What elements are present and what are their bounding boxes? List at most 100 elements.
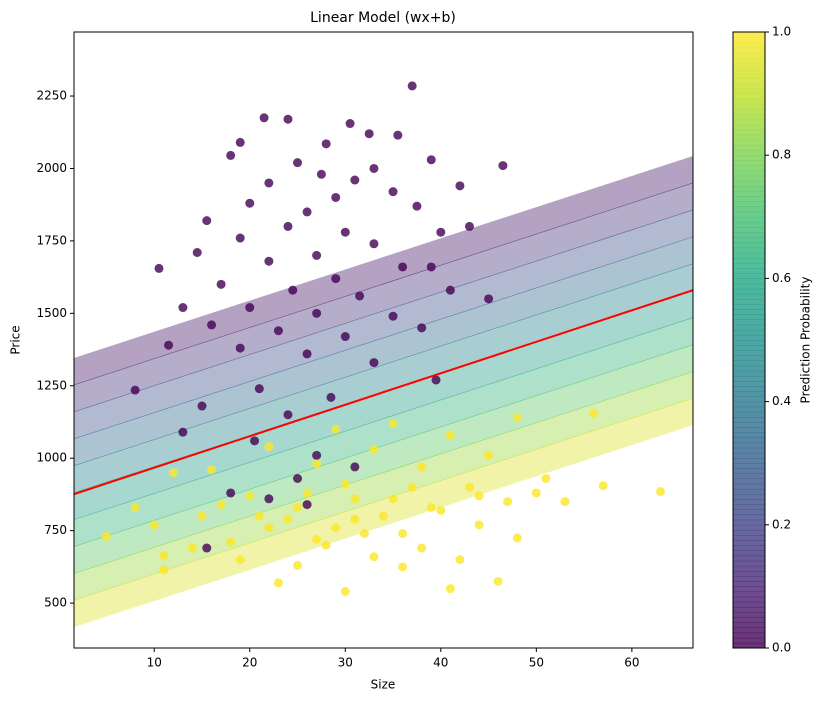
points-layer xyxy=(74,81,693,596)
colorbar-segment xyxy=(733,391,765,397)
colorbar-segment xyxy=(733,396,765,403)
data-point xyxy=(369,552,379,562)
colorbar-segment xyxy=(733,514,765,521)
data-point xyxy=(178,303,188,313)
colorbar-segment xyxy=(733,386,765,392)
data-point xyxy=(503,497,513,507)
colorbar-tick-label: 0.4 xyxy=(772,394,791,408)
data-point xyxy=(331,523,341,533)
colorbar-segment xyxy=(733,571,765,577)
data-point xyxy=(436,505,446,515)
colorbar-segment xyxy=(733,334,765,341)
data-point xyxy=(359,529,369,539)
data-point xyxy=(154,263,164,273)
colorbar-segment xyxy=(733,221,765,228)
colorbar-segment xyxy=(733,62,765,69)
x-tick-label: 10 xyxy=(147,656,162,670)
colorbar-segment xyxy=(733,576,765,582)
colorbar-segment xyxy=(733,555,765,562)
colorbar-segment xyxy=(733,478,765,485)
data-point xyxy=(245,303,255,313)
data-point xyxy=(293,502,303,512)
colorbar-segment xyxy=(733,447,765,454)
data-point xyxy=(512,533,522,543)
data-point xyxy=(369,445,379,455)
colorbar-segment xyxy=(733,596,765,603)
colorbar-segment xyxy=(733,581,765,587)
data-point xyxy=(464,221,474,231)
data-point xyxy=(412,201,422,211)
colorbar-segment xyxy=(733,247,765,254)
colorbar-segment xyxy=(733,509,765,516)
data-point xyxy=(656,487,666,497)
colorbar-segment xyxy=(733,540,765,546)
data-point xyxy=(264,256,274,266)
data-point xyxy=(350,494,360,504)
colorbar-label: Prediction Probability xyxy=(799,277,813,404)
colorbar-segment xyxy=(733,519,765,526)
data-point xyxy=(235,137,245,147)
data-point xyxy=(484,450,494,460)
data-point xyxy=(407,81,417,91)
data-point xyxy=(288,285,298,295)
data-point xyxy=(202,543,212,553)
data-point xyxy=(340,332,350,342)
colorbar-segment xyxy=(733,268,765,274)
data-point xyxy=(331,274,341,284)
data-point xyxy=(445,584,455,594)
data-point xyxy=(388,187,398,197)
colorbar-segment xyxy=(733,150,765,156)
data-point xyxy=(340,227,350,237)
colorbar-segment xyxy=(733,401,765,408)
data-point xyxy=(498,161,508,171)
colorbar-segment xyxy=(733,144,765,151)
data-point xyxy=(273,578,283,588)
y-axis-label: Price xyxy=(9,325,23,354)
colorbar-segment xyxy=(733,586,765,593)
colorbar-segment xyxy=(733,298,765,305)
data-point xyxy=(321,540,331,550)
colorbar-segment xyxy=(733,463,765,469)
colorbar-segment xyxy=(733,273,765,279)
colorbar-segment xyxy=(733,499,765,505)
data-point xyxy=(474,520,484,530)
data-point xyxy=(283,114,293,124)
colorbar-segment xyxy=(733,432,765,439)
data-point xyxy=(355,291,365,301)
data-point xyxy=(393,130,403,140)
colorbar-segment xyxy=(733,360,765,367)
colorbar-segment xyxy=(733,627,765,634)
data-point xyxy=(302,488,312,498)
contour-line xyxy=(74,263,693,467)
data-point xyxy=(254,384,264,394)
x-tick-label: 30 xyxy=(338,656,353,670)
data-point xyxy=(455,555,465,565)
colorbar-segment xyxy=(733,263,765,269)
colorbar-segment xyxy=(733,88,765,95)
colorbar-segment xyxy=(733,422,765,428)
data-point xyxy=(312,450,322,460)
data-point xyxy=(331,424,341,434)
colorbar-segment xyxy=(733,345,765,351)
colorbar-segment xyxy=(733,109,765,115)
contour-band xyxy=(74,263,693,493)
data-point xyxy=(207,320,217,330)
data-point xyxy=(312,250,322,260)
y-tick-label: 1000 xyxy=(36,451,67,465)
data-point xyxy=(312,534,322,544)
data-point xyxy=(369,163,379,173)
data-point xyxy=(235,343,245,353)
data-point xyxy=(350,514,360,524)
data-point xyxy=(417,462,427,472)
y-tick-label: 1250 xyxy=(36,378,67,392)
contour-line xyxy=(74,236,693,440)
data-point xyxy=(187,543,197,553)
data-point xyxy=(598,481,608,491)
data-point xyxy=(312,459,322,469)
colorbar-segment xyxy=(733,350,765,356)
colorbar-segment xyxy=(733,180,765,187)
data-point xyxy=(388,311,398,321)
data-point xyxy=(207,465,217,475)
colorbar-segment xyxy=(733,124,765,131)
data-point xyxy=(474,491,484,501)
